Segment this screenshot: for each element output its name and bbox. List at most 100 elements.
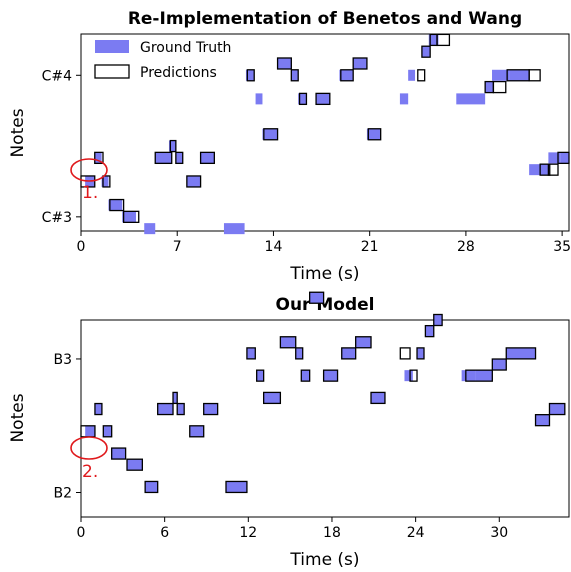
x-tick-label: 30: [490, 525, 508, 541]
ground-truth-note: [94, 152, 102, 164]
ground-truth-note: [263, 392, 281, 404]
prediction-note: [256, 369, 265, 382]
ground-truth-note: [506, 347, 536, 359]
x-tick-label: 7: [173, 239, 182, 255]
ground-truth-note: [548, 152, 561, 164]
legend-swatch-predictions: [94, 64, 130, 79]
ground-truth-note: [535, 414, 550, 426]
ground-truth-note: [168, 140, 176, 152]
prediction-note: [436, 33, 451, 47]
prediction-note: [352, 57, 368, 70]
ground-truth-note: [417, 347, 424, 359]
annotation-circle: [70, 436, 108, 460]
ground-truth-note: [85, 425, 95, 437]
ground-truth-note: [145, 481, 158, 493]
prediction-note: [122, 210, 140, 223]
ground-truth-note: [256, 370, 264, 382]
ground-truth-note: [175, 152, 183, 164]
ground-truth-note: [560, 152, 569, 164]
prediction-note: [111, 447, 127, 460]
ground-truth-note: [255, 93, 263, 105]
x-tick-label: 0: [77, 525, 86, 541]
prediction-note: [290, 69, 299, 82]
prediction-note: [309, 291, 325, 304]
x-tick-label: 12: [239, 525, 257, 541]
prediction-note: [367, 128, 382, 141]
ground-truth-note: [122, 211, 136, 223]
ground-truth-note: [339, 69, 354, 81]
prediction-note: [505, 347, 537, 360]
ground-truth-note: [355, 336, 372, 348]
ground-truth-note: [425, 325, 434, 337]
prediction-note: [157, 402, 174, 416]
prediction-note: [557, 151, 570, 165]
ground-truth-note: [280, 336, 296, 348]
prediction-note: [539, 163, 551, 176]
legend-label-ground-truth: Ground Truth: [140, 40, 231, 56]
ground-truth-layer: [85, 292, 565, 493]
ground-truth-note: [540, 164, 550, 176]
prediction-note: [341, 347, 357, 360]
prediction-note: [172, 391, 178, 405]
ground-truth-note: [475, 370, 493, 382]
prediction-note: [370, 391, 386, 405]
predictions-layer: [80, 33, 570, 223]
ground-truth-note: [189, 425, 204, 437]
ground-truth-note: [223, 223, 245, 235]
prediction-note: [189, 425, 205, 438]
axis-ticks: 0 7 14 21 28 35 C#3 C#4: [42, 68, 571, 255]
prediction-note: [225, 480, 248, 494]
y-axis-label: Notes: [8, 393, 28, 442]
ground-truth-note: [173, 392, 178, 404]
prediction-note: [144, 480, 159, 494]
x-tick-label: 28: [457, 239, 475, 255]
prediction-note: [279, 336, 297, 349]
x-tick-label: 24: [407, 525, 425, 541]
ground-truth-note: [111, 448, 126, 460]
ground-truth-note: [341, 347, 356, 359]
prediction-note: [340, 69, 354, 82]
ground-truth-note: [108, 199, 123, 211]
ground-truth-note: [461, 370, 476, 382]
prediction-note: [263, 391, 282, 405]
prediction-note: [263, 128, 279, 141]
plot-area: [80, 319, 570, 518]
prediction-note: [465, 369, 493, 382]
prediction-note: [80, 175, 96, 188]
prediction-note: [276, 57, 292, 70]
prediction-note: [176, 402, 185, 416]
legend-label-predictions: Predictions: [140, 65, 217, 81]
prediction-note: [94, 151, 104, 165]
prediction-note: [169, 139, 177, 153]
ground-truth-note: [155, 152, 172, 164]
annotation-label: 1.: [82, 183, 98, 203]
annotation-label: 2.: [82, 462, 98, 482]
prediction-note: [246, 69, 255, 82]
prediction-note: [417, 69, 426, 82]
ground-truth-note: [200, 152, 215, 164]
prediction-note: [102, 425, 113, 438]
prediction-note: [175, 151, 184, 165]
ground-truth-note: [509, 69, 530, 81]
ground-truth-note: [366, 128, 381, 140]
panel-benetos-wang: Re-Implementation of Benetos and Wang 0 7…: [8, 9, 571, 284]
ground-truth-note: [291, 69, 299, 81]
prediction-note: [94, 402, 103, 416]
ground-truth-note: [103, 425, 112, 437]
prediction-note: [203, 402, 219, 416]
ground-truth-note: [371, 392, 385, 404]
chart-title: Our Model: [276, 295, 375, 315]
y-tick-label: B2: [53, 486, 72, 502]
ground-truth-note: [529, 164, 541, 176]
ground-truth-note: [203, 403, 218, 415]
ground-truth-note: [101, 175, 109, 187]
ground-truth-note: [301, 370, 310, 382]
ground-truth-note: [226, 481, 247, 493]
y-axis-label: Notes: [8, 108, 28, 157]
x-tick-label: 35: [553, 239, 571, 255]
prediction-note: [491, 358, 507, 371]
ground-truth-note: [323, 370, 338, 382]
prediction-note: [421, 45, 431, 58]
